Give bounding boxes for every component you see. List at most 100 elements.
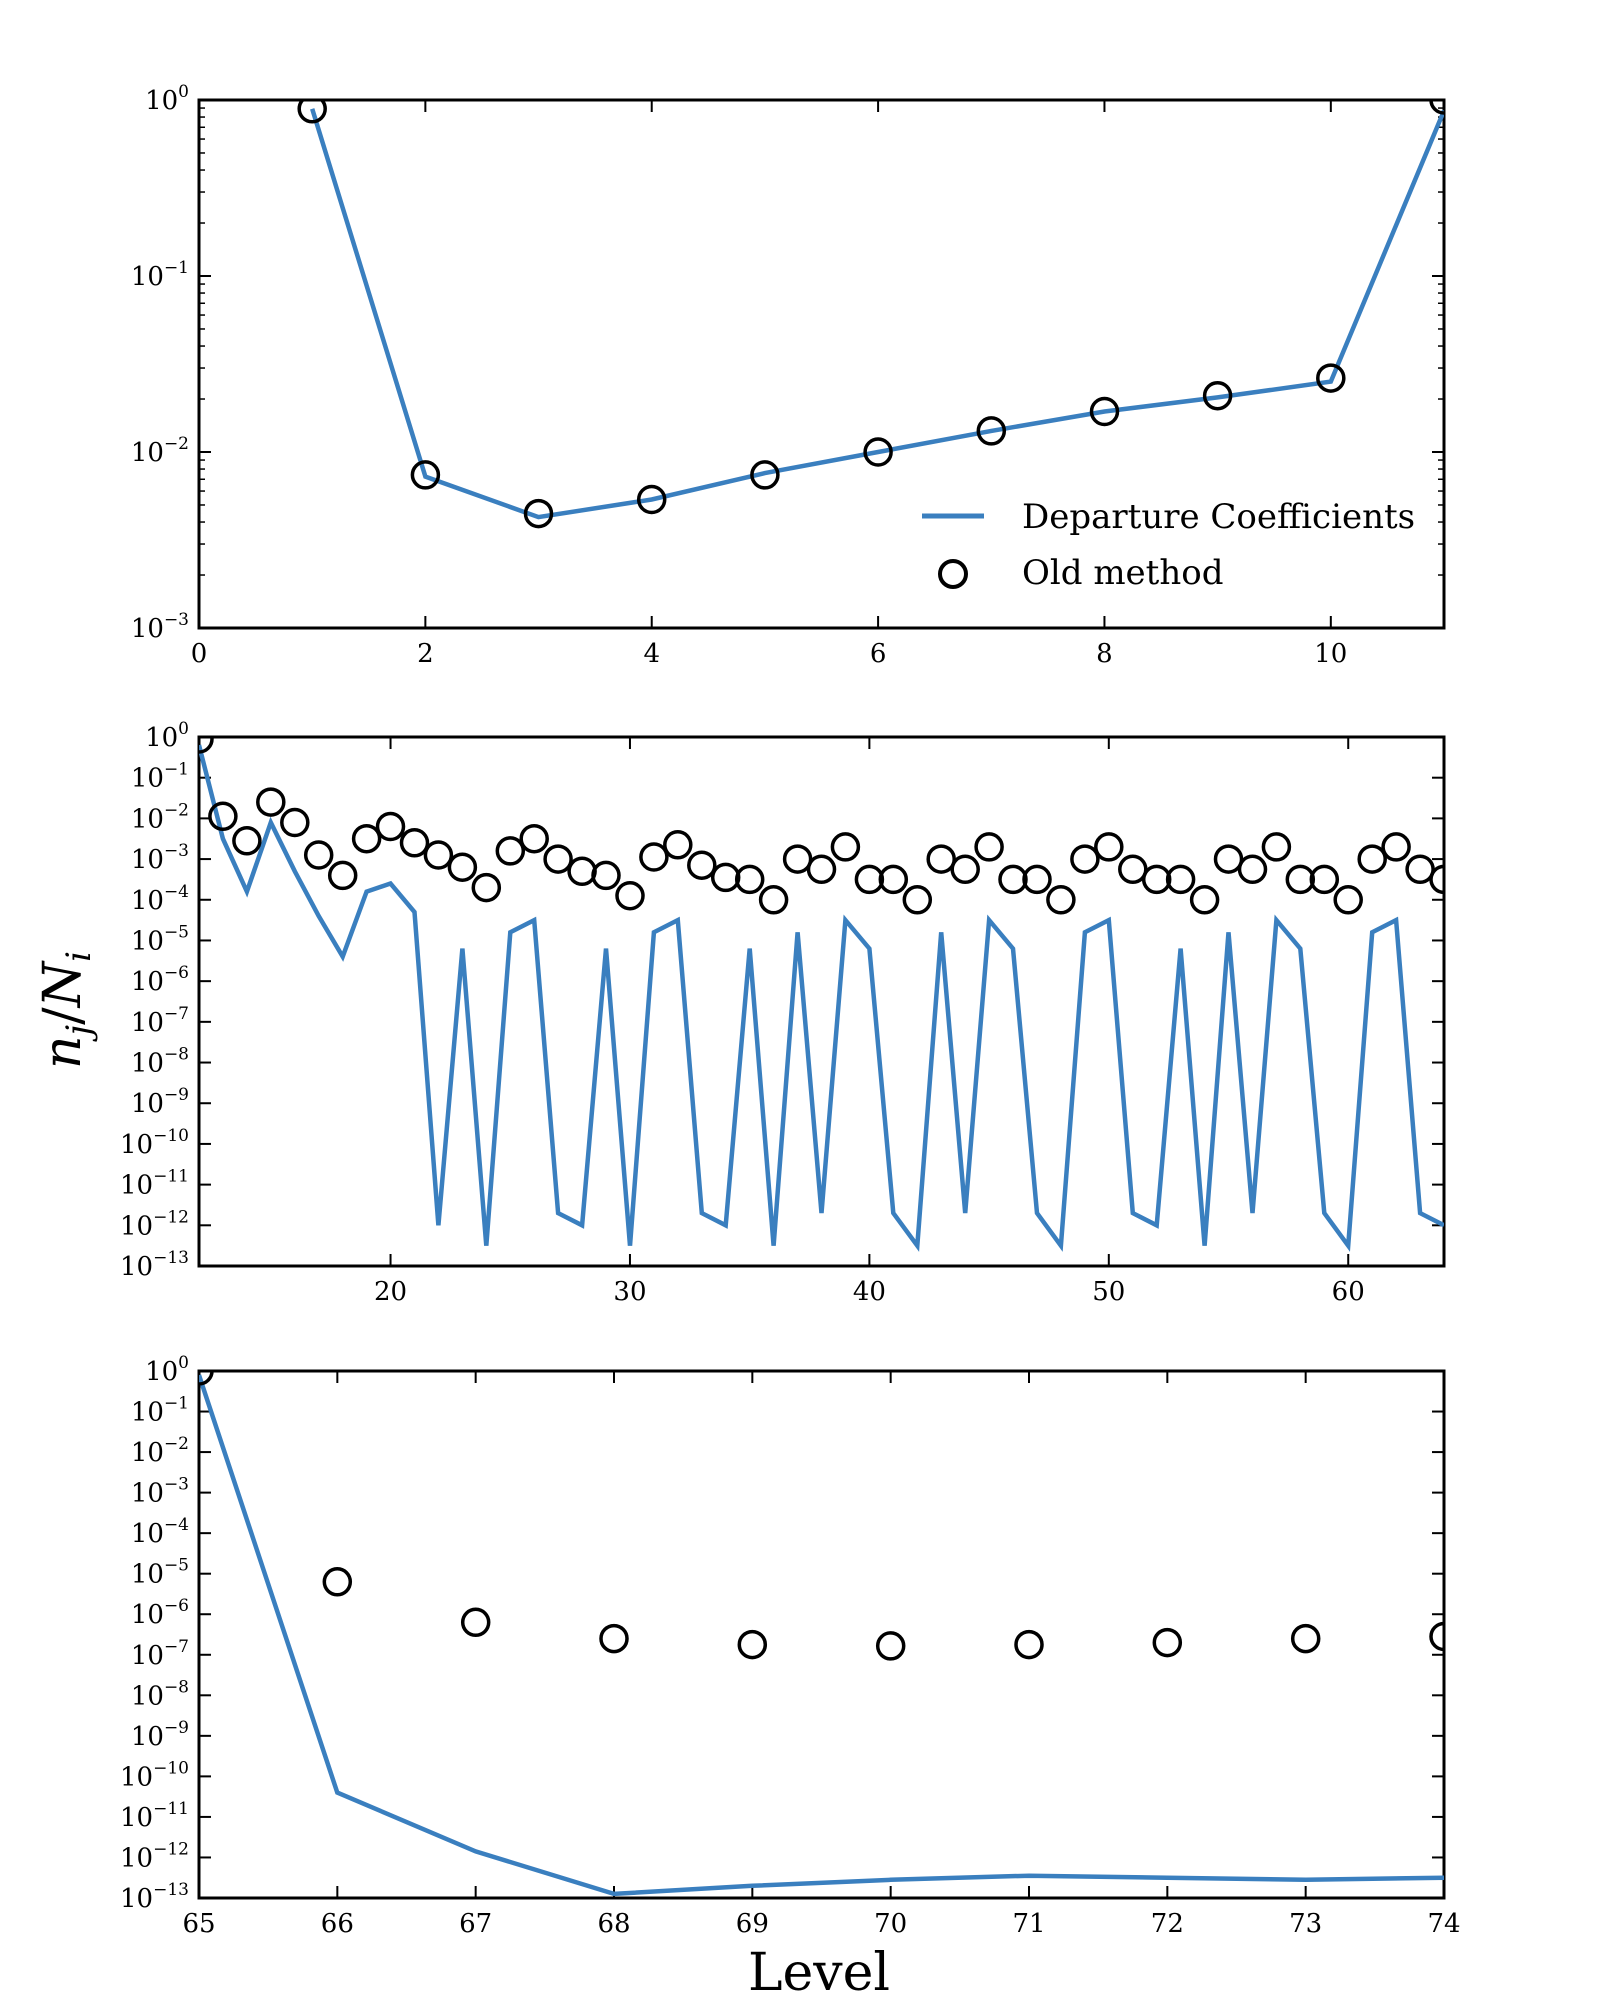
x-tick-label: 74 xyxy=(1427,1909,1460,1939)
marker-old-method xyxy=(460,1607,491,1638)
x-tick-label: 8 xyxy=(1096,639,1113,669)
marker-old-method xyxy=(280,807,310,838)
x-tick-label: 60 xyxy=(1332,1277,1365,1307)
series-line-departure-coefficients xyxy=(310,108,1444,520)
marker-old-method xyxy=(1070,844,1100,874)
marker-old-method xyxy=(1089,396,1120,427)
marker-old-method xyxy=(687,850,717,880)
marker-old-method xyxy=(615,880,645,911)
marker-old-method xyxy=(447,852,478,882)
marker-old-method xyxy=(926,844,956,874)
marker-old-method xyxy=(1202,380,1233,411)
marker-old-method xyxy=(208,801,238,832)
marker-old-method xyxy=(232,826,262,856)
panel-top: 0 2 4 6 8 10 10−3 10−2 10−1 100 xyxy=(131,82,1446,669)
y-tick-label: 10−8 xyxy=(131,1677,189,1711)
marker-old-method xyxy=(1429,1621,1444,1652)
y-tick-label: 10−9 xyxy=(131,1718,189,1752)
marker-old-method xyxy=(854,864,885,895)
marker-old-method xyxy=(495,836,526,866)
y-tick-label: 100 xyxy=(145,82,189,116)
marker-old-method xyxy=(303,840,334,870)
x-tick-label: 73 xyxy=(1289,1909,1322,1939)
y-tick-label: 10−11 xyxy=(120,1167,189,1201)
plot-frame xyxy=(197,98,1446,630)
marker-old-method xyxy=(830,832,861,862)
y-tick-label: 10−6 xyxy=(131,1596,189,1630)
marker-old-method xyxy=(974,832,1004,862)
y-tick-label: 10−4 xyxy=(131,1515,189,1549)
marker-old-method xyxy=(875,1631,906,1661)
marker-old-method xyxy=(1237,854,1268,885)
marker-old-method xyxy=(351,823,382,854)
x-tick-label: 71 xyxy=(1012,1909,1045,1939)
y-tick-label: 10−13 xyxy=(120,1248,189,1282)
x-tick-label: 0 xyxy=(191,639,208,669)
x-tick-label: 70 xyxy=(874,1909,907,1939)
y-tick-label: 10−7 xyxy=(131,1637,189,1671)
y-tick-label: 10−3 xyxy=(131,841,189,875)
y-tick-label: 10−1 xyxy=(131,258,189,292)
marker-old-method xyxy=(471,872,502,903)
x-tick-label: 65 xyxy=(182,1909,215,1939)
marker-old-method xyxy=(1290,1623,1321,1654)
marker-old-method xyxy=(639,842,669,872)
y-tick-label: 10−9 xyxy=(131,1085,189,1119)
plot-frame xyxy=(197,1369,1446,1900)
y-tick-label: 10−4 xyxy=(131,882,189,916)
marker-old-method xyxy=(878,864,909,895)
x-tick-label: 20 xyxy=(374,1277,407,1307)
svg-text:nj/Ni: nj/Ni xyxy=(33,951,99,1069)
y-tick-label: 10−5 xyxy=(131,922,189,956)
marker-old-method xyxy=(1357,844,1387,874)
marker-old-method xyxy=(758,885,789,915)
y-tick-label: 10−2 xyxy=(131,800,189,834)
y-label-slash: / xyxy=(33,1007,93,1025)
x-tick-label: 10 xyxy=(1314,639,1347,669)
marker-old-method xyxy=(1333,885,1363,915)
marker-old-method xyxy=(423,840,454,870)
legend-marker-label: Old method xyxy=(1022,553,1223,593)
x-tick-label: 72 xyxy=(1151,1909,1184,1939)
y-tick-label: 10−11 xyxy=(120,1799,189,1833)
legend-line-label: Departure Coefficients xyxy=(1022,497,1415,537)
marker-old-method xyxy=(782,844,813,874)
marker-old-method xyxy=(750,460,780,490)
marker-old-method xyxy=(976,416,1007,446)
panel-bottom: 65 66 67 68 69 70 71 72 73 74 10−13 10−12 10−11 10−10… xyxy=(120,1353,1461,1939)
y-tick-label: 10−2 xyxy=(131,434,189,468)
marker-old-method xyxy=(567,856,597,887)
x-tick-label: 4 xyxy=(643,639,660,669)
marker-old-method xyxy=(327,860,358,891)
x-tick-label: 2 xyxy=(417,639,434,669)
y-axis-label: nj/Ni xyxy=(33,951,99,1069)
marker-old-method xyxy=(410,460,441,490)
y-tick-label: 10−10 xyxy=(120,1126,189,1160)
marker-old-method xyxy=(1189,885,1220,915)
marker-old-method xyxy=(1152,1627,1183,1658)
x-tick-label: 67 xyxy=(459,1909,492,1939)
marker-old-method xyxy=(1429,864,1444,895)
marker-old-method xyxy=(199,737,214,754)
marker-old-method xyxy=(1316,363,1346,393)
y-tick-label: 100 xyxy=(145,719,189,753)
marker-old-method xyxy=(1022,864,1052,895)
marker-old-method xyxy=(591,860,621,891)
marker-old-method xyxy=(636,484,667,515)
x-axis-label: Level xyxy=(748,1943,890,2000)
series-line-departure-coefficients xyxy=(199,1374,1444,1897)
marker-old-method xyxy=(1094,832,1124,862)
y-tick-label: 10−13 xyxy=(120,1880,189,1914)
marker-old-method xyxy=(710,862,741,893)
x-tick-label: 6 xyxy=(870,639,887,669)
marker-old-method xyxy=(256,787,286,817)
y-label-den: N xyxy=(33,960,93,1009)
x-tick-label: 68 xyxy=(597,1909,630,1939)
marker-old-method xyxy=(1118,854,1148,885)
marker-old-method xyxy=(1381,832,1411,862)
legend-marker-swatch xyxy=(938,559,968,589)
y-label-den-sub: i xyxy=(59,951,99,962)
y-tick-label: 10−3 xyxy=(131,610,189,644)
marker-old-method xyxy=(1213,844,1244,874)
